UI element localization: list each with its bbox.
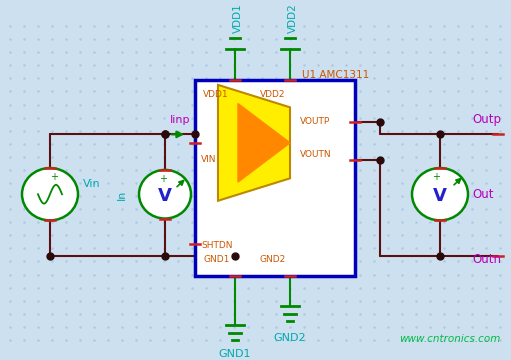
Text: GND1: GND1	[203, 256, 229, 265]
Text: Out: Out	[472, 188, 494, 201]
Bar	[195, 80, 355, 276]
Text: VDD1: VDD1	[233, 3, 243, 32]
Text: VOUTN: VOUTN	[300, 150, 332, 159]
Text: VDD2: VDD2	[260, 90, 286, 99]
Text: Outp: Outp	[472, 113, 501, 126]
Text: www.cntronics.com: www.cntronics.com	[399, 334, 500, 344]
Text: In: In	[117, 190, 127, 200]
Text: Iinp: Iinp	[170, 115, 191, 125]
Polygon shape	[238, 104, 290, 182]
Text: GND1: GND1	[219, 349, 251, 359]
Circle shape	[139, 170, 191, 219]
Text: +: +	[432, 172, 440, 183]
Text: VOUTP: VOUTP	[300, 117, 330, 126]
Text: Outn: Outn	[472, 253, 501, 266]
Text: VIN: VIN	[201, 156, 217, 165]
Text: +: +	[159, 174, 167, 184]
Text: SHTDN: SHTDN	[201, 242, 233, 251]
Text: VDD1: VDD1	[203, 90, 228, 99]
Text: V: V	[433, 187, 447, 205]
Text: Vin: Vin	[83, 179, 101, 189]
Text: U1 AMC1311: U1 AMC1311	[302, 70, 369, 80]
Circle shape	[412, 168, 468, 220]
Circle shape	[22, 168, 78, 220]
Text: VDD2: VDD2	[288, 3, 298, 32]
Polygon shape	[218, 85, 290, 201]
Text: GND2: GND2	[260, 256, 286, 265]
Text: GND2: GND2	[274, 333, 306, 342]
Text: +: +	[50, 172, 58, 183]
Text: V: V	[158, 187, 172, 205]
